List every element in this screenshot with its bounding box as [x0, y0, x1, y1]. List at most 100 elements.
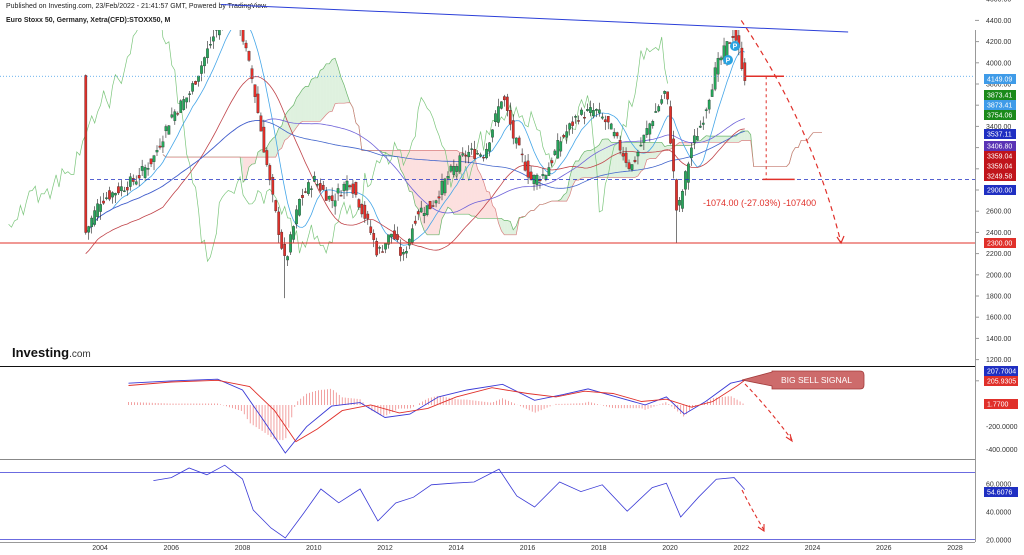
cloud-segment — [605, 138, 609, 178]
y-tick-label: 1600.00 — [986, 315, 1011, 322]
price-tag — [984, 161, 1016, 171]
cloud-segment — [442, 150, 445, 219]
price-tag — [984, 100, 1016, 110]
candle-body — [137, 175, 141, 179]
cloud-segment — [572, 161, 576, 186]
candle-body — [280, 231, 284, 249]
cloud-segment — [590, 148, 594, 178]
cloud-segment — [433, 150, 437, 235]
candle-body — [312, 175, 316, 182]
rsi-price-tag-label: 54.6076 — [987, 490, 1012, 497]
candle-body — [514, 137, 518, 144]
sell-signal-callout — [741, 370, 865, 390]
candle-body — [128, 176, 132, 187]
candle-body — [663, 91, 667, 94]
cloud-segment — [418, 150, 422, 223]
candle-body — [369, 226, 373, 233]
candle-body — [283, 243, 287, 256]
x-tick-label: 2028 — [947, 545, 963, 552]
candle-body — [396, 234, 399, 240]
candle-body — [131, 178, 135, 182]
candle-body — [194, 81, 197, 85]
candle-body — [215, 30, 218, 31]
measure-label: -1074.00 (-27.03%) -107400 — [703, 198, 816, 208]
cloud-segment — [424, 150, 428, 235]
candle-body — [191, 83, 194, 92]
candle-body — [517, 137, 521, 146]
y-tick-label: 1400.00 — [986, 336, 1011, 343]
candle-body — [390, 233, 393, 238]
cloud-segment — [406, 150, 410, 192]
candle-body — [639, 144, 643, 147]
macd-line — [128, 378, 745, 454]
candle-body — [155, 150, 159, 153]
cloud-segment — [329, 59, 333, 112]
candle-body — [437, 196, 441, 199]
candle-body — [461, 153, 465, 156]
candle-body — [627, 162, 631, 169]
candle-body — [452, 166, 456, 175]
x-tick-label: 2010 — [306, 545, 322, 552]
candle-body — [716, 58, 720, 75]
candle-body — [603, 119, 607, 123]
candle-body — [734, 30, 738, 41]
candle-body — [253, 84, 257, 97]
cloud-segment — [341, 77, 345, 104]
logo-suffix: .com — [69, 349, 91, 360]
cloud-segment — [602, 138, 606, 178]
cloud-segment — [575, 161, 579, 181]
cloud-segment — [278, 126, 282, 151]
candle-body — [143, 167, 147, 178]
candle-body — [203, 57, 206, 67]
candle-body — [657, 106, 661, 112]
cloud-segment — [741, 131, 745, 141]
price-tag — [984, 171, 1016, 181]
candle-body — [268, 165, 272, 181]
candle-body — [645, 128, 649, 136]
cloud-segment — [584, 150, 588, 178]
candle-body — [295, 209, 298, 225]
cloud-segment — [305, 86, 309, 122]
candle-body — [206, 48, 209, 59]
candle-body — [681, 191, 684, 209]
candle-body — [553, 150, 557, 155]
pivot-label: P — [726, 58, 731, 65]
candle-body — [443, 178, 447, 194]
macd-panel — [128, 378, 746, 454]
candle-body — [244, 42, 248, 49]
candle-body — [678, 200, 681, 206]
candle-body — [707, 99, 711, 110]
investing-logo: Investing.com — [12, 345, 91, 360]
cloud-segment — [507, 220, 511, 235]
candle-body — [630, 164, 634, 170]
x-tick-label: 2016 — [520, 545, 536, 552]
y-tick-label: 2000.00 — [986, 272, 1011, 279]
candle-body — [336, 188, 340, 194]
candle-body — [580, 109, 583, 115]
candle-body — [315, 183, 319, 186]
price-tag — [984, 74, 1016, 84]
candle-body — [422, 213, 426, 217]
price-tag-label: 3873.41 — [987, 103, 1012, 110]
candle-body — [612, 131, 616, 137]
candle-body — [354, 182, 358, 195]
cloud-segment — [308, 79, 312, 122]
candle-body — [262, 126, 266, 153]
candle-body — [458, 155, 462, 172]
candle-body — [675, 179, 678, 211]
candle-body — [410, 228, 414, 243]
candle-body — [117, 186, 120, 194]
macd-price-tag-label: 207.7004 — [987, 369, 1016, 376]
cloud-segment — [637, 142, 641, 177]
cloud-segment — [287, 108, 291, 139]
rsi-y-tick-label: 20.0000 — [986, 538, 1011, 545]
candle-body — [556, 140, 560, 159]
price-tag — [984, 151, 1016, 161]
cloud-segment — [317, 70, 321, 122]
levels — [0, 4, 975, 244]
cloud-segment — [323, 63, 327, 119]
cloud-segment — [471, 156, 475, 217]
cloud-segment — [296, 93, 300, 128]
price-tag-label: 2300.00 — [987, 241, 1012, 248]
candle-body — [366, 213, 370, 219]
